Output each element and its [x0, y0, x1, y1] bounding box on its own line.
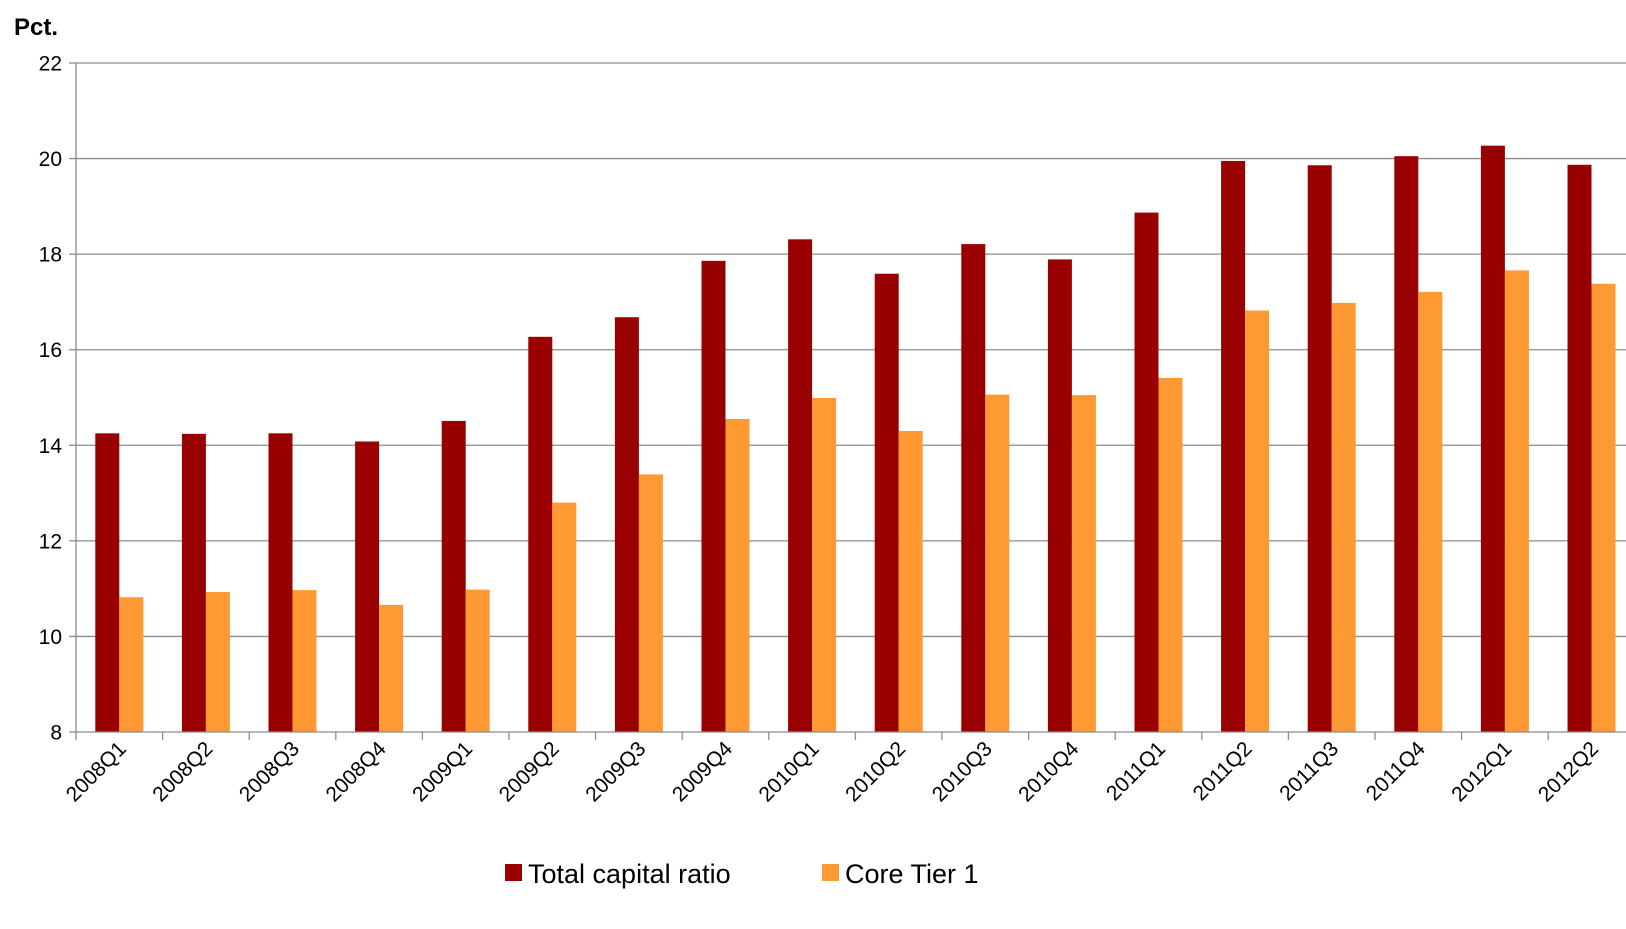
y-tick-label: 16: [39, 339, 62, 362]
bar-total-capital-ratio: [441, 420, 466, 732]
bars: [95, 145, 1616, 733]
bar-total-capital-ratio: [528, 336, 553, 732]
y-tick-label: 8: [50, 722, 62, 745]
legend: Total capital ratio Core Tier 1: [505, 859, 979, 889]
bar-core-tier-1: [379, 604, 404, 732]
x-tick-label: 2012Q1: [1447, 737, 1516, 806]
x-tick-label: 2010Q1: [755, 737, 824, 806]
bar-core-tier-1: [292, 590, 317, 732]
bar-core-tier-1: [1158, 377, 1183, 732]
x-tick-label: 2011Q1: [1102, 737, 1170, 805]
x-tick-label: 2010Q3: [928, 737, 997, 806]
gridlines: [76, 62, 1626, 638]
bar-core-tier-1: [1331, 302, 1356, 732]
bar-total-capital-ratio: [268, 433, 293, 732]
bar-core-tier-1: [812, 397, 837, 732]
x-axis-ticks: 2008Q1 2008Q2 2008Q3 2008Q4 2009Q1 2009Q2 2009…: [62, 732, 1603, 806]
bar-core-tier-1: [898, 430, 923, 732]
y-axis-label: Pct.: [14, 14, 58, 41]
bar-core-tier-1: [1245, 310, 1270, 732]
bar-core-tier-1: [1418, 291, 1443, 732]
bar-core-tier-1: [1591, 283, 1616, 732]
x-tick-label: 2008Q4: [322, 737, 391, 806]
bar-core-tier-1: [985, 394, 1010, 732]
y-tick-label: 12: [39, 530, 62, 553]
bar-total-capital-ratio: [1394, 156, 1419, 733]
y-tick-label: 14: [39, 435, 63, 458]
legend-swatch: [505, 864, 522, 881]
bar-total-capital-ratio: [95, 433, 120, 732]
bar-core-tier-1: [1071, 395, 1096, 732]
x-tick-label: 2011Q3: [1275, 737, 1343, 805]
bar-core-tier-1: [465, 589, 490, 732]
y-tick-label: 20: [39, 148, 62, 171]
bar-total-capital-ratio: [181, 433, 206, 732]
x-tick-label: 2010Q4: [1014, 737, 1083, 806]
x-tick-label: 2008Q3: [235, 737, 304, 806]
bar-total-capital-ratio: [1480, 145, 1505, 732]
y-tick-label: 18: [39, 244, 62, 267]
x-tick-label: 2009Q3: [581, 737, 650, 806]
legend-swatch: [822, 864, 839, 881]
x-tick-label: 2009Q2: [495, 737, 564, 806]
bar-total-capital-ratio: [1221, 160, 1246, 733]
bar-core-tier-1: [725, 419, 750, 732]
bar-core-tier-1: [119, 597, 144, 732]
bar-total-capital-ratio: [614, 317, 639, 732]
bar-core-tier-1: [638, 474, 663, 732]
y-tick-label: 10: [39, 626, 62, 649]
bar-total-capital-ratio: [1307, 165, 1332, 733]
x-tick-label: 2012Q2: [1534, 737, 1603, 806]
x-tick-label: 2011Q4: [1362, 737, 1430, 805]
bar-total-capital-ratio: [355, 441, 380, 732]
bar-core-tier-1: [1504, 270, 1529, 732]
x-tick-label: 2011Q2: [1189, 737, 1257, 805]
bar-core-tier-1: [205, 591, 230, 732]
bar-total-capital-ratio: [788, 239, 813, 732]
x-tick-label: 2008Q1: [62, 737, 131, 806]
bar-total-capital-ratio: [1047, 259, 1072, 732]
x-tick-label: 2009Q4: [668, 737, 737, 806]
y-axis-ticks: 8 10 12 14 16 18 20 22: [39, 53, 76, 745]
x-tick-label: 2008Q2: [148, 737, 217, 806]
y-tick-label: 22: [39, 53, 62, 76]
bar-core-tier-1: [552, 502, 577, 732]
bar-total-capital-ratio: [961, 244, 986, 733]
legend-label: Core Tier 1: [845, 859, 979, 889]
bar-total-capital-ratio: [1567, 164, 1592, 732]
bar-total-capital-ratio: [701, 260, 726, 732]
x-tick-label: 2009Q1: [408, 737, 477, 806]
bar-total-capital-ratio: [1134, 212, 1159, 733]
legend-label: Total capital ratio: [528, 859, 731, 889]
bar-total-capital-ratio: [874, 273, 899, 732]
axes: [75, 63, 1626, 733]
x-tick-label: 2010Q2: [841, 737, 910, 806]
